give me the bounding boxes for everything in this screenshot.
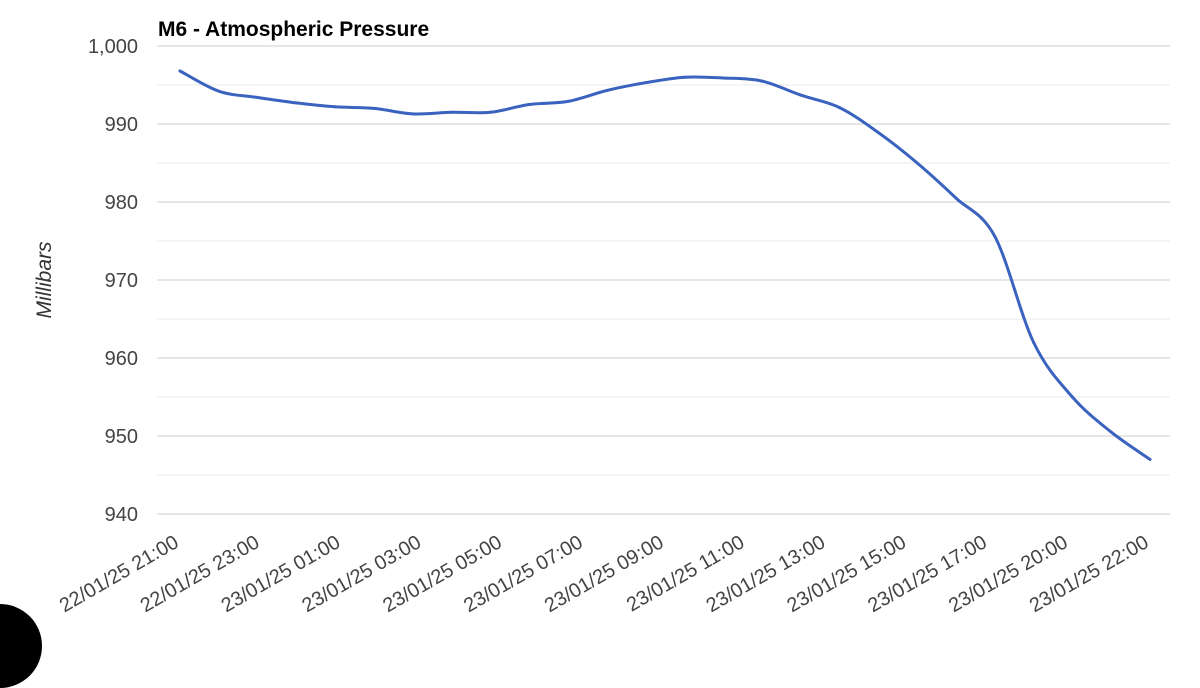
data-point: [799, 93, 803, 97]
data-point: [1032, 340, 1036, 344]
data-point: [527, 103, 531, 106]
data-point: [217, 89, 221, 93]
data-point: [915, 161, 919, 165]
y-axis-label: Millibars: [33, 241, 56, 319]
y-tick-label: 1,000: [88, 36, 138, 58]
data-point: [256, 95, 260, 99]
data-point: [1148, 457, 1152, 461]
data-point: [411, 112, 415, 116]
data-point: [1070, 395, 1074, 399]
data-point: [876, 131, 880, 135]
data-point: [488, 110, 492, 114]
data-point: [333, 105, 337, 109]
chart: M6 - Atmospheric Pressure Millibars 940 9…: [33, 18, 1170, 617]
y-tick-label: 980: [105, 192, 138, 214]
data-point: [450, 110, 454, 114]
data-point: [1109, 430, 1113, 434]
data-point: [993, 234, 997, 238]
data-point: [838, 106, 842, 110]
data-point: [372, 106, 376, 110]
data-point: [605, 88, 609, 92]
y-tick-label: 970: [105, 270, 138, 292]
data-point: [760, 79, 764, 83]
data-point: [954, 196, 958, 200]
y-tick-label: 960: [105, 348, 138, 370]
y-tick-label: 990: [105, 114, 138, 136]
chart-title: M6 - Atmospheric Pressure: [158, 18, 429, 41]
data-point: [178, 69, 182, 73]
data-point: [294, 101, 298, 105]
data-point: [566, 99, 570, 103]
y-tick-label: 940: [105, 504, 138, 526]
data-point: [644, 81, 648, 85]
series-line: [178, 69, 1152, 461]
data-point: [721, 76, 725, 80]
y-tick-label: 950: [105, 426, 138, 448]
data-point: [682, 75, 686, 79]
